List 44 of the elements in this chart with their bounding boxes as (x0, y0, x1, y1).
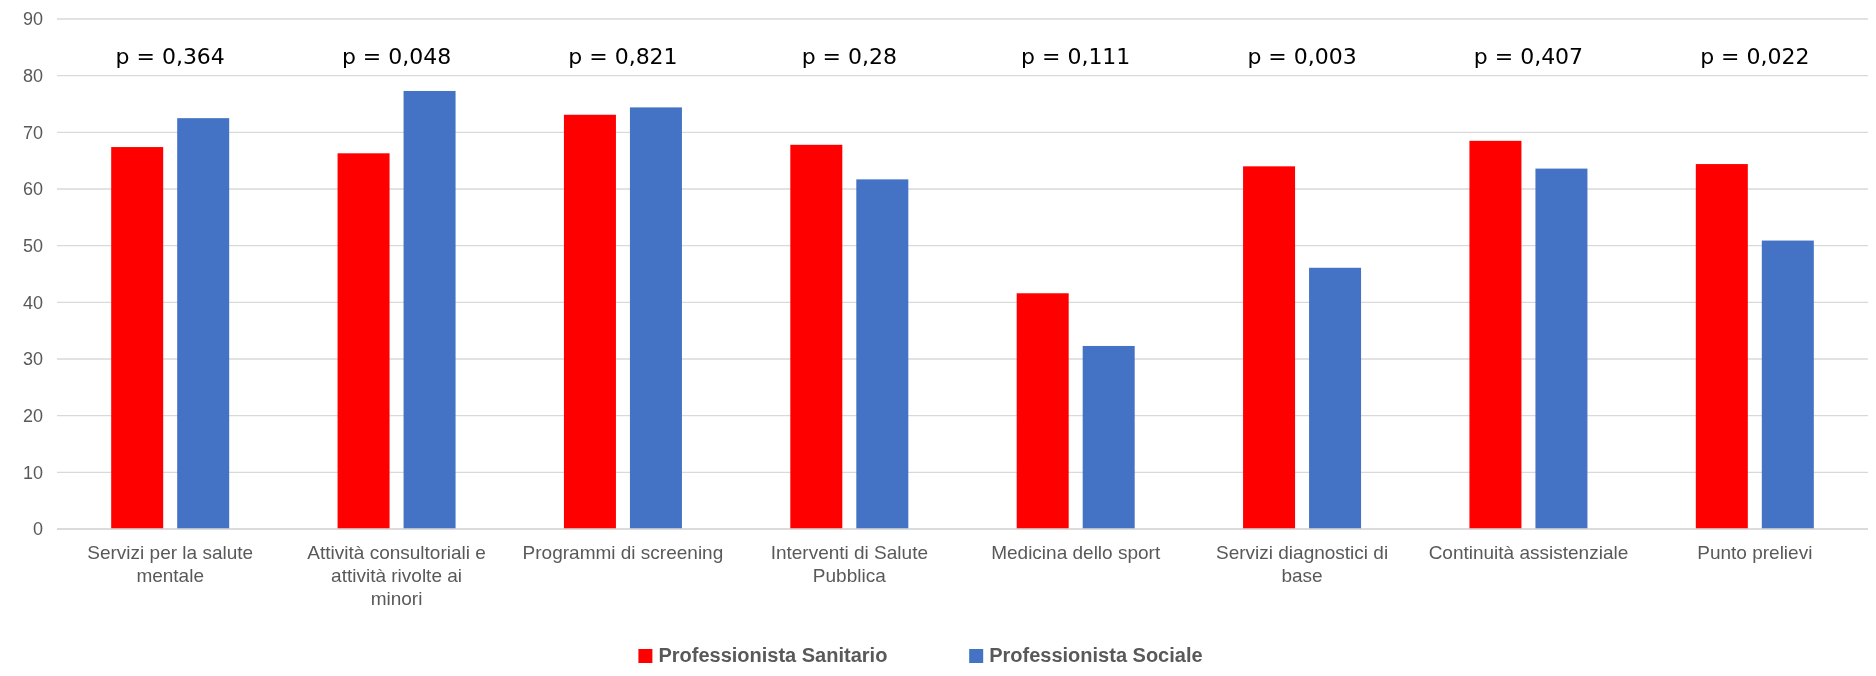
y-tick-label: 70 (22, 122, 43, 143)
bar (790, 144, 843, 529)
bar (337, 153, 390, 529)
legend-label: Professionista Sociale (989, 644, 1203, 666)
bar (177, 118, 230, 529)
bar (403, 90, 456, 529)
x-tick-label: Medicina dello sport (991, 542, 1161, 563)
y-tick-label: 10 (22, 462, 43, 483)
annotation: p = 0,821 (568, 43, 678, 69)
bar (1535, 168, 1588, 529)
bar (856, 179, 909, 529)
x-tick-label: Attività consultoriali e attività rivolte ai minori (307, 542, 486, 609)
annotation: p = 0,111 (1021, 43, 1131, 69)
bar (1469, 140, 1522, 529)
annotation: p = 0,003 (1247, 43, 1357, 69)
bar (1016, 293, 1069, 529)
annotation: p = 0,28 (801, 43, 897, 69)
bar (1695, 164, 1748, 529)
x-tick-label: Servizi per la salute mentale (87, 542, 254, 586)
bar (563, 114, 616, 529)
annotation: p = 0,407 (1473, 43, 1584, 69)
bar (1761, 240, 1814, 529)
x-tick-label: Interventi di Salute Pubblica (770, 542, 928, 586)
x-tick-label: Continuità assistenziale (1428, 542, 1629, 563)
bar (1243, 166, 1296, 529)
x-tick-label: Programmi di screening (522, 542, 724, 563)
y-tick-label: 20 (22, 405, 43, 426)
y-tick-label: 30 (22, 349, 43, 370)
y-tick-label: 0 (32, 519, 43, 540)
bar (1309, 267, 1362, 529)
annotation: p = 0,048 (341, 43, 452, 69)
bar (629, 107, 682, 529)
y-tick-label: 40 (22, 292, 43, 313)
y-tick-label: 90 (22, 9, 43, 30)
x-tick-label: Punto prelievi (1697, 542, 1813, 563)
annotation: p = 0,364 (115, 43, 225, 69)
y-tick-label: 60 (22, 179, 43, 200)
y-tick-label: 80 (22, 65, 43, 86)
y-tick-label: 50 (22, 235, 43, 256)
annotation: p = 0,022 (1700, 43, 1810, 69)
bar (1082, 345, 1135, 529)
x-tick-label: Servizi diagnostici di base (1215, 542, 1389, 586)
legend-label: Professionista Sanitario (658, 644, 888, 666)
bar (111, 147, 164, 529)
